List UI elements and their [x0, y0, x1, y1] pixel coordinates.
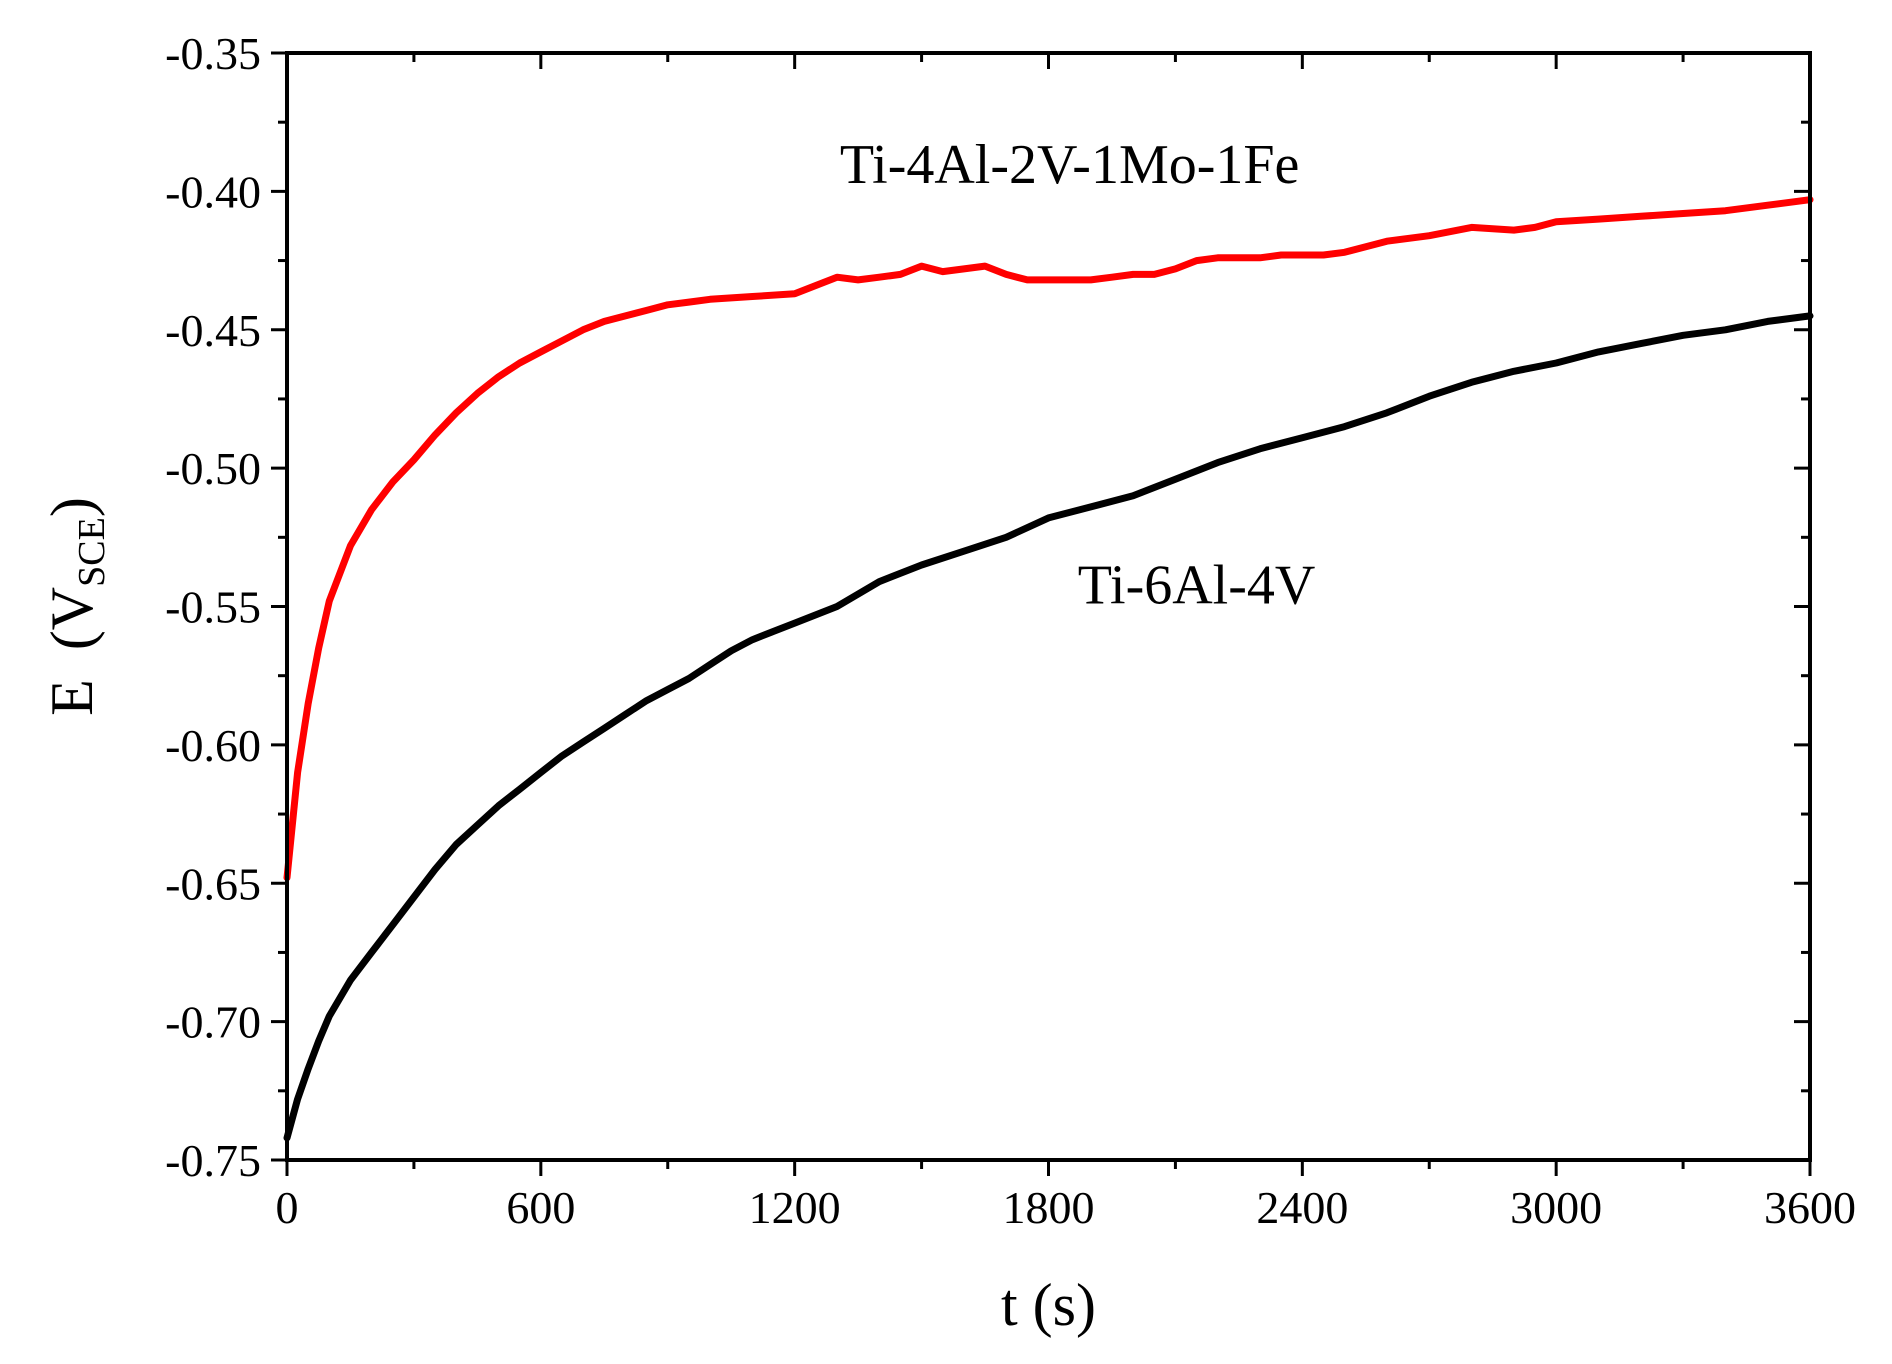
- svg-text:E (VSCE): E (VSCE): [39, 497, 113, 716]
- y-tick-label: -0.75: [165, 1135, 261, 1186]
- x-tick-label: 2400: [1256, 1182, 1348, 1233]
- labels-layer: 0 600 1200 1800 2400 3000 3600 -0.75 -0.70 -0.65 -…: [165, 28, 1856, 1233]
- y-tick-label: -0.40: [165, 166, 261, 217]
- x-axis-title: t (s): [1001, 1272, 1096, 1338]
- y-axis-title-unit: V: [39, 587, 105, 630]
- series-layer: [283, 196, 1814, 1142]
- y-axis-title-main: E: [39, 679, 105, 716]
- y-tick-label: -0.55: [165, 582, 261, 633]
- y-tick-label: -0.70: [165, 997, 261, 1048]
- y-tick-label: -0.50: [165, 443, 261, 494]
- x-tick-label: 1200: [749, 1182, 841, 1233]
- x-tick-label: 0: [276, 1182, 299, 1233]
- series-line-ti-6al-4v: [283, 312, 1814, 1142]
- y-tick-label: -0.35: [165, 28, 261, 79]
- y-axis-title-subscript: SCE: [71, 517, 113, 587]
- ticks-layer: [271, 51, 1812, 1176]
- x-tick-label: 600: [506, 1182, 575, 1233]
- annotation-ti-6al-4v: Ti-6Al-4V: [1078, 555, 1316, 617]
- y-tick-label: -0.60: [165, 720, 261, 771]
- annotation-ti-4al-2v-1mo-1fe: Ti-4Al-2V-1Mo-1Fe: [840, 134, 1299, 196]
- x-tick-label: 1800: [1003, 1182, 1095, 1233]
- series-line-ti-4al-2v-1mo-1fe: [283, 196, 1814, 882]
- x-tick-label: 3000: [1510, 1182, 1602, 1233]
- y-axis-title: E (VSCE): [39, 497, 113, 716]
- y-tick-label: -0.45: [165, 305, 261, 356]
- y-tick-label: -0.65: [165, 858, 261, 909]
- x-tick-label: 3600: [1764, 1182, 1856, 1233]
